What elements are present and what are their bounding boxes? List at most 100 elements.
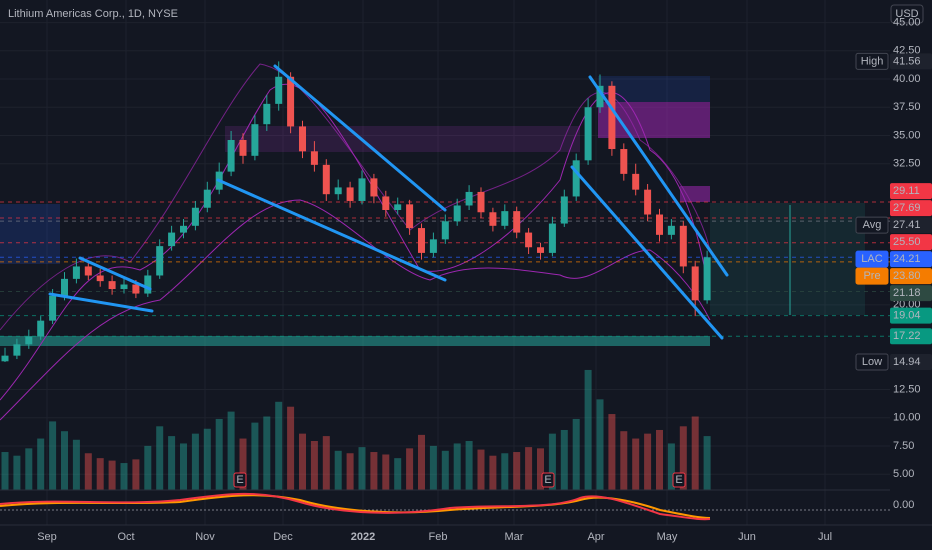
candle-body [322,164,330,195]
level-value-box [890,234,932,251]
volume-bar [548,433,556,490]
candle-body [49,295,57,321]
candle-body [346,187,354,201]
candle-body [370,178,378,197]
volume-bar [346,453,354,490]
volume-bar [406,448,414,490]
candle-body [239,140,247,156]
trendline [273,64,447,212]
level-name-box [855,267,889,285]
level-value: 25.50 [893,236,921,248]
trendline [216,178,447,282]
volume-bar [477,449,485,490]
volume-bar [620,431,628,490]
y-tick-label: 7.50 [893,440,914,452]
candle-body [84,266,92,276]
volume [1,369,711,490]
level-value-box [890,183,932,200]
level-name: Low [862,356,882,368]
volume-bar [84,453,92,490]
y-tick-label: 45.00 [893,16,921,28]
x-tick-label: 2022 [351,531,375,543]
candle-body [275,76,283,104]
volume-bar [251,422,259,490]
volume-bar [560,429,568,490]
level-value-box [890,353,932,370]
candle-body [227,140,235,172]
earnings-marker: E [236,474,243,486]
y-tick-label: 37.50 [893,101,921,113]
candle-body [168,232,176,247]
candle-body [13,344,21,356]
volume-bar [227,411,235,490]
level-value: 29.11 [893,185,920,197]
level-value-box [890,251,932,268]
volume-bar [203,428,211,490]
candle-body [560,196,568,224]
volume-bar [572,418,580,490]
volume-bar [132,459,140,490]
volume-bar [667,443,675,490]
x-tick-label: Apr [587,531,604,543]
volume-bar [525,447,533,490]
candle-body [501,211,509,226]
x-tick-label: Jul [818,531,832,543]
level-value: 27.41 [893,219,921,231]
trendline [78,256,152,291]
volume-bar [299,433,306,490]
candle-body [537,247,544,253]
level-value: 24.21 [893,253,921,265]
candle-body [287,76,295,127]
candle-body [1,355,9,362]
macd-tick-label: 0.00 [893,499,914,511]
candle-body [358,178,366,201]
level-value: 23.80 [893,270,921,282]
volume-bar [61,431,68,490]
zone [225,126,580,152]
volume-bar [322,436,330,490]
volume-bar [489,455,497,490]
candle-body [61,278,68,296]
level-value-box [890,268,932,285]
candle-body [72,266,80,279]
band-lower [0,199,711,421]
volume-bar [537,448,544,490]
volume-bar [144,445,152,490]
grid [0,0,890,525]
candle-body [144,275,152,294]
currency-box [890,4,924,24]
volume-bar [287,406,295,490]
volume-bar [644,433,652,490]
volume-bar [263,416,271,490]
candle-body [394,204,402,210]
volume-bar [656,429,663,490]
y-tick-label: 40.00 [893,73,921,85]
candle-body [691,266,699,301]
level-value: 14.94 [893,356,921,368]
candles [1,61,711,362]
candle-body [120,284,128,290]
candle-body [477,191,485,213]
volume-bar [513,452,521,490]
candle-body [632,173,640,190]
level-name-box [855,353,889,371]
volume-bar [334,450,342,490]
candle-body [679,225,687,267]
volume-bar [358,447,366,490]
candle-body [25,336,33,345]
trendline [570,165,724,340]
level-value-box [890,285,932,302]
candle-body [334,187,342,195]
level-name-box [855,52,889,70]
x-tick-label: Nov [195,531,215,543]
volume-bar [501,453,509,490]
candle-body [191,207,199,226]
volume-bar [465,441,473,490]
earnings-box [541,472,555,488]
zone [680,186,710,202]
candle-body [203,189,211,208]
candle-body [382,196,390,210]
volume-bar [429,445,437,490]
